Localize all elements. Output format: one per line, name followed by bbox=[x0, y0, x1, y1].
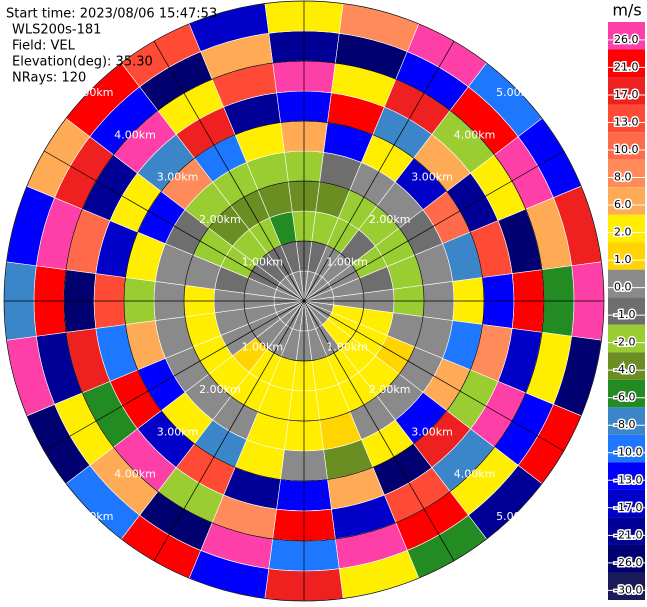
colorbar-swatch bbox=[608, 379, 645, 408]
colorbar-swatch bbox=[608, 544, 645, 573]
colorbar-swatch bbox=[608, 434, 645, 463]
ring-label: 3.00km bbox=[411, 425, 453, 438]
colorbar-tick-label: 13.0 bbox=[614, 115, 639, 128]
colorbar-swatch bbox=[608, 489, 645, 518]
ring-label: 5.00km bbox=[72, 86, 114, 99]
colorbar-tick-label: 6.0 bbox=[614, 198, 632, 211]
colorbar-tick-label: -8.0 bbox=[614, 418, 635, 431]
range-ring bbox=[63, 60, 545, 542]
colorbar-tick-label: -13.0 bbox=[614, 473, 642, 486]
colorbar: m/s 26.0 21.0 17.0 13.0 10.0 8.0 6.0 2.0 1.0 0.0 -1… bbox=[608, 1, 645, 600]
colorbar-tick-label: 0.0 bbox=[614, 281, 632, 294]
start-time: Start time: 2023/08/06 15:47:53 bbox=[6, 7, 217, 22]
colorbar-swatch bbox=[608, 297, 645, 325]
colorbar-tick-label: -1.0 bbox=[614, 308, 635, 321]
colorbar-swatch bbox=[608, 572, 645, 600]
range-ring bbox=[123, 120, 485, 482]
colorbar-tick-label: 26.0 bbox=[614, 33, 639, 46]
elevation: Elevation(deg): 35.30 bbox=[12, 55, 153, 70]
colorbar-swatch bbox=[608, 132, 645, 160]
colorbar-swatch bbox=[608, 159, 645, 188]
colorbar-tick-label: -6.0 bbox=[614, 391, 635, 404]
colorbar-swatch bbox=[608, 77, 645, 105]
ring-label: 2.00km bbox=[199, 213, 241, 226]
colorbar-swatch bbox=[608, 269, 645, 298]
colorbar-tick-label: 2.0 bbox=[614, 226, 632, 239]
overlay: 1.00km 1.00km 1.00km 1.00km 2.00km 2.00km 2.00… bbox=[3, 0, 605, 602]
ring-label: 4.00km bbox=[114, 468, 156, 481]
colorbar-tick-label: -17.0 bbox=[614, 501, 642, 514]
colorbar-swatch bbox=[608, 104, 645, 133]
range-ring bbox=[243, 240, 365, 362]
colorbar-tick-label: -21.0 bbox=[614, 528, 642, 541]
ring-label: 5.00km bbox=[496, 510, 538, 523]
colorbar-tick-label: 1.0 bbox=[614, 253, 632, 266]
colorbar-tick-label: 21.0 bbox=[614, 60, 639, 73]
ring-label: 1.00km bbox=[242, 340, 284, 353]
colorbar-tick-label: 8.0 bbox=[614, 171, 632, 184]
colorbar-tick-label: -10.0 bbox=[614, 446, 642, 459]
colorbar-tick-label: -2.0 bbox=[614, 336, 635, 349]
colorbar-swatch bbox=[608, 462, 645, 490]
colorbar-swatch bbox=[608, 407, 645, 435]
field bbox=[3, 0, 605, 602]
colorbar-swatch bbox=[608, 22, 645, 50]
ring-label: 3.00km bbox=[411, 171, 453, 184]
ring-label: 5.00km bbox=[72, 510, 114, 523]
ring-label: 4.00km bbox=[454, 128, 496, 141]
colorbar-swatch bbox=[608, 242, 645, 270]
colorbar-swatch bbox=[608, 49, 645, 78]
ring-label: 1.00km bbox=[326, 256, 368, 269]
field-name: Field: VEL bbox=[12, 39, 76, 54]
spoke bbox=[153, 41, 455, 561]
colorbar-tick-label: -30.0 bbox=[614, 583, 642, 596]
ring-label: 2.00km bbox=[199, 383, 241, 396]
ring-label: 5.00km bbox=[496, 86, 538, 99]
colorbar-tick-label: -4.0 bbox=[614, 363, 635, 376]
ring-label: 1.00km bbox=[326, 340, 368, 353]
ring-label: 3.00km bbox=[157, 171, 199, 184]
colorbar-tick-label: -26.0 bbox=[614, 556, 642, 569]
ring-label: 2.00km bbox=[369, 383, 411, 396]
colorbar-swatch bbox=[608, 352, 645, 380]
range-ring bbox=[3, 0, 605, 602]
ring-label: 1.00km bbox=[242, 256, 284, 269]
colorbar-tick-label: 10.0 bbox=[614, 143, 639, 156]
colorbar-swatch bbox=[608, 517, 645, 545]
colorbar-swatch bbox=[608, 214, 645, 243]
range-ring bbox=[183, 180, 425, 422]
colorbar-swatch bbox=[608, 187, 645, 215]
ring-label: 4.00km bbox=[114, 128, 156, 141]
ring-label: 3.00km bbox=[157, 425, 199, 438]
colorbar-swatch bbox=[608, 324, 645, 353]
ring-label: 2.00km bbox=[369, 213, 411, 226]
colorbar-tick-label: 17.0 bbox=[614, 88, 639, 101]
ring-label: 4.00km bbox=[454, 468, 496, 481]
colorbar-title: m/s bbox=[612, 1, 641, 20]
nrays: NRays: 120 bbox=[12, 71, 86, 86]
instrument: WLS200s-181 bbox=[12, 23, 101, 38]
